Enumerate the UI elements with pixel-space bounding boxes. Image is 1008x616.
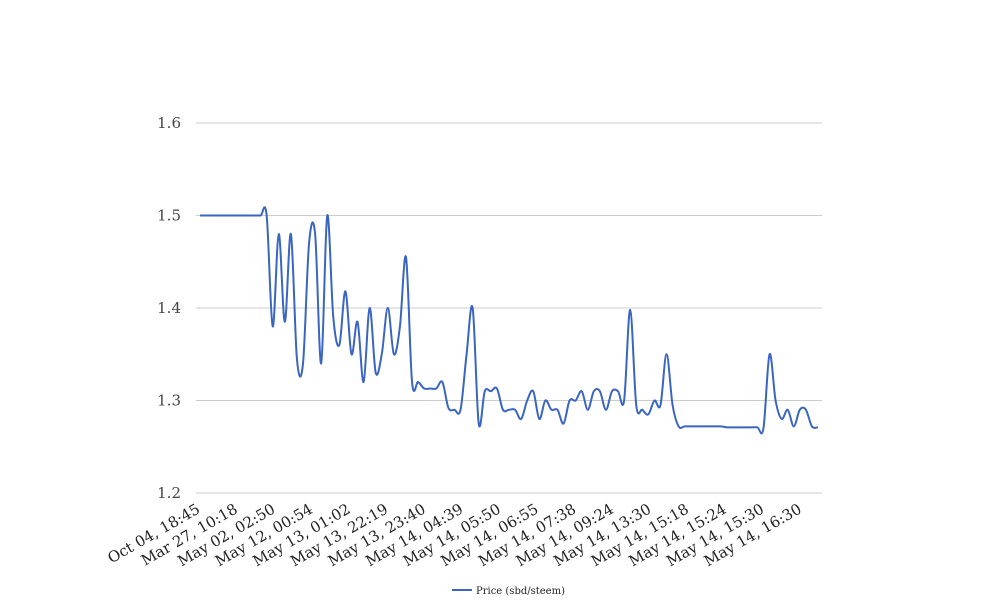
y-tick-label: 1.3 <box>157 392 181 410</box>
y-tick-label: 1.4 <box>157 299 181 317</box>
legend: Price (sbd/steem) <box>452 586 565 597</box>
y-tick-label: 1.5 <box>157 207 181 225</box>
legend-label-price: Price (sbd/steem) <box>476 586 565 597</box>
series-layer <box>200 206 819 435</box>
y-tick-label: 1.2 <box>157 484 181 502</box>
gridlines <box>196 122 822 494</box>
series-line-price <box>200 206 819 435</box>
y-axis-tick-labels: 1.2 1.3 1.4 1.5 1.6 <box>157 114 181 502</box>
y-tick-label: 1.6 <box>157 114 181 132</box>
